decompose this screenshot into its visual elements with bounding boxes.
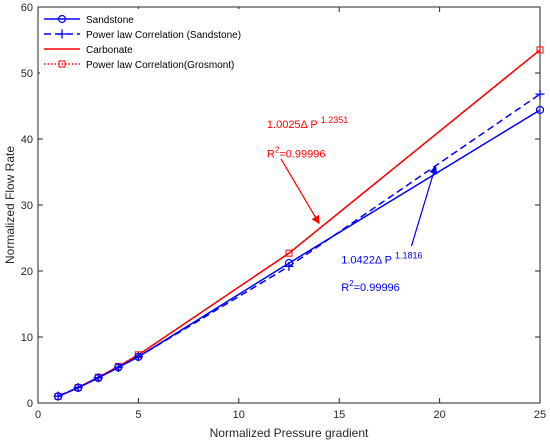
r2-prefix: R	[267, 148, 275, 160]
legend-item: Power law Correlation(Grosmont)	[44, 60, 234, 71]
annotation-arrow	[280, 158, 320, 225]
data-point	[535, 89, 545, 99]
y-tick-label: 50	[21, 68, 33, 80]
r2-value: =0.99996	[279, 148, 325, 160]
data-point	[113, 362, 123, 372]
legend-item: Power law Correlation (Sandstone)	[44, 29, 241, 41]
annotation-formula: 1.0025Δ P 1.2351	[267, 115, 348, 131]
x-tick-label: 10	[233, 409, 245, 421]
formula-base: 1.0025Δ P	[267, 119, 318, 131]
r2-superscript: 2	[349, 279, 354, 288]
series-layer	[53, 46, 545, 401]
legend-marker	[58, 60, 66, 68]
x-tick-label: 0	[35, 409, 41, 421]
y-tick-label: 40	[21, 134, 33, 146]
data-point	[53, 391, 63, 401]
r2-superscript: 2	[275, 145, 280, 154]
legend-label: Carbonate	[86, 45, 133, 56]
x-tick-label: 5	[135, 409, 141, 421]
data-point	[133, 352, 143, 362]
legend-marker	[57, 14, 67, 24]
y-tick-label: 20	[21, 266, 33, 278]
formula-base: 1.0422Δ P	[341, 255, 392, 267]
data-point	[536, 46, 544, 54]
y-axis-label: Normalized Flow Rate	[3, 146, 17, 264]
r2-prefix: R	[341, 282, 349, 294]
legend-label: Sandstone	[86, 15, 134, 26]
data-point	[93, 373, 103, 383]
series-1	[53, 89, 545, 401]
data-point	[284, 261, 294, 271]
y-tick-label: 60	[21, 2, 33, 14]
x-tick-label: 20	[433, 409, 445, 421]
y-tick-label: 0	[27, 398, 33, 410]
x-axis-label: Normalized Pressure gradient	[210, 426, 369, 440]
data-point	[285, 249, 293, 257]
legend-label: Power law Correlation(Grosmont)	[86, 60, 234, 71]
data-point	[73, 382, 83, 392]
x-tick-label: 15	[333, 409, 345, 421]
annotation-formula: 1.0422Δ P 1.1816	[341, 251, 422, 267]
legend: Sandstone Power law Correlation (Sandston…	[40, 9, 260, 75]
data-point	[535, 105, 545, 115]
annotation-r2: R2=0.99996	[267, 145, 326, 160]
y-tick-label: 10	[21, 332, 33, 344]
annotation-1: 1.0422Δ P 1.1816 R2=0.99996	[341, 165, 438, 294]
y-tick-label: 30	[21, 200, 33, 212]
axis-ticks: 0 5 10 15 20 25 0 10 20 30 40 50 60	[21, 2, 546, 421]
annotation-arrow	[410, 165, 438, 247]
legend-label: Power law Correlation (Sandstone)	[86, 30, 241, 41]
x-tick-label: 25	[534, 409, 546, 421]
annotation-r2: R2=0.99996	[341, 279, 400, 294]
formula-exponent: 1.2351	[321, 115, 349, 125]
legend-item: Sandstone	[44, 14, 134, 26]
legend-marker	[57, 29, 67, 39]
legend-item: Carbonate	[44, 45, 133, 56]
r2-value: =0.99996	[354, 282, 400, 294]
formula-exponent: 1.1816	[395, 251, 423, 261]
annotation-0: 1.0025Δ P 1.2351 R2=0.99996	[267, 115, 348, 225]
